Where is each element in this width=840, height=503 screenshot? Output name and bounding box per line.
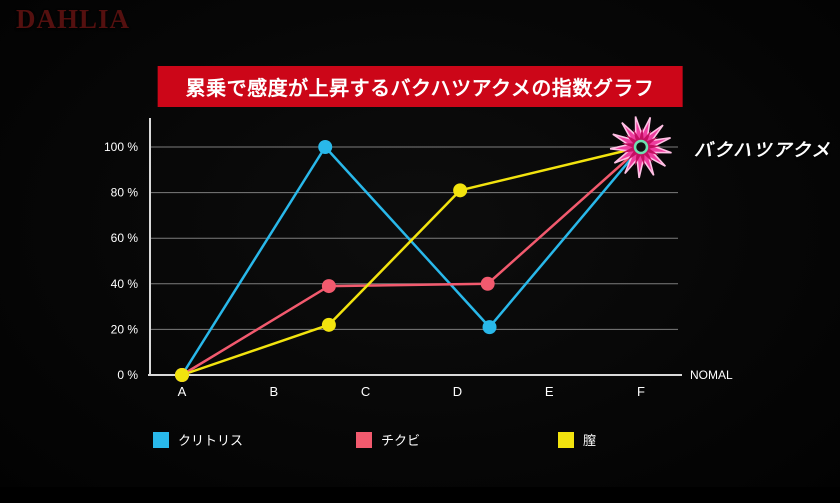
data-point: [480, 276, 495, 291]
brand-logo: DAHLIA: [16, 4, 131, 34]
data-point: [453, 183, 468, 198]
data-point: [321, 317, 336, 332]
legend: クリトリス チクビ 膣: [0, 430, 840, 454]
x-tick-label: A: [178, 384, 187, 399]
burst-annotation-label: バクハツアクメ: [694, 140, 832, 160]
y-tick-label: 60 %: [111, 231, 139, 245]
x-axis-end-label: NOMAL: [690, 368, 733, 382]
burst-center: [633, 139, 649, 155]
legend-label: チクビ: [381, 433, 421, 448]
y-tick-label: 40 %: [111, 277, 139, 291]
chart-title-banner: 累乗で感度が上昇するバクハツアクメの指数グラフ: [157, 66, 683, 107]
y-tick-label: 80 %: [111, 186, 139, 200]
x-tick-label: B: [269, 384, 278, 399]
legend-swatch-cyan: [153, 431, 169, 448]
legend-swatch-yellow: [558, 431, 574, 448]
legend-item-clitoris: クリトリス: [153, 430, 243, 449]
y-tick-label: 20 %: [111, 322, 139, 336]
x-tick-label: D: [453, 384, 462, 399]
x-tick-label: F: [637, 384, 645, 399]
y-tick-label: 0 %: [117, 368, 138, 382]
y-tick-label: 100 %: [104, 140, 138, 154]
legend-item-chikubi: チクビ: [356, 430, 420, 449]
series-line-1: [180, 145, 643, 377]
series-line-2: [180, 145, 643, 377]
legend-label: 膣: [583, 433, 597, 448]
x-tick-label: C: [361, 384, 370, 399]
legend-label: クリトリス: [178, 433, 244, 448]
legend-swatch-red: [356, 431, 372, 448]
data-point: [482, 320, 497, 335]
chart-title: 累乗で感度が上昇するバクハツアクメの指数グラフ: [185, 78, 655, 100]
data-point: [318, 140, 333, 154]
letterbox-strip: [0, 487, 840, 503]
x-tick-label: E: [545, 384, 554, 399]
data-point: [175, 368, 189, 382]
data-point: [321, 279, 336, 294]
legend-item-chitsu: 膣: [558, 430, 596, 449]
series-line-0: [180, 145, 643, 377]
